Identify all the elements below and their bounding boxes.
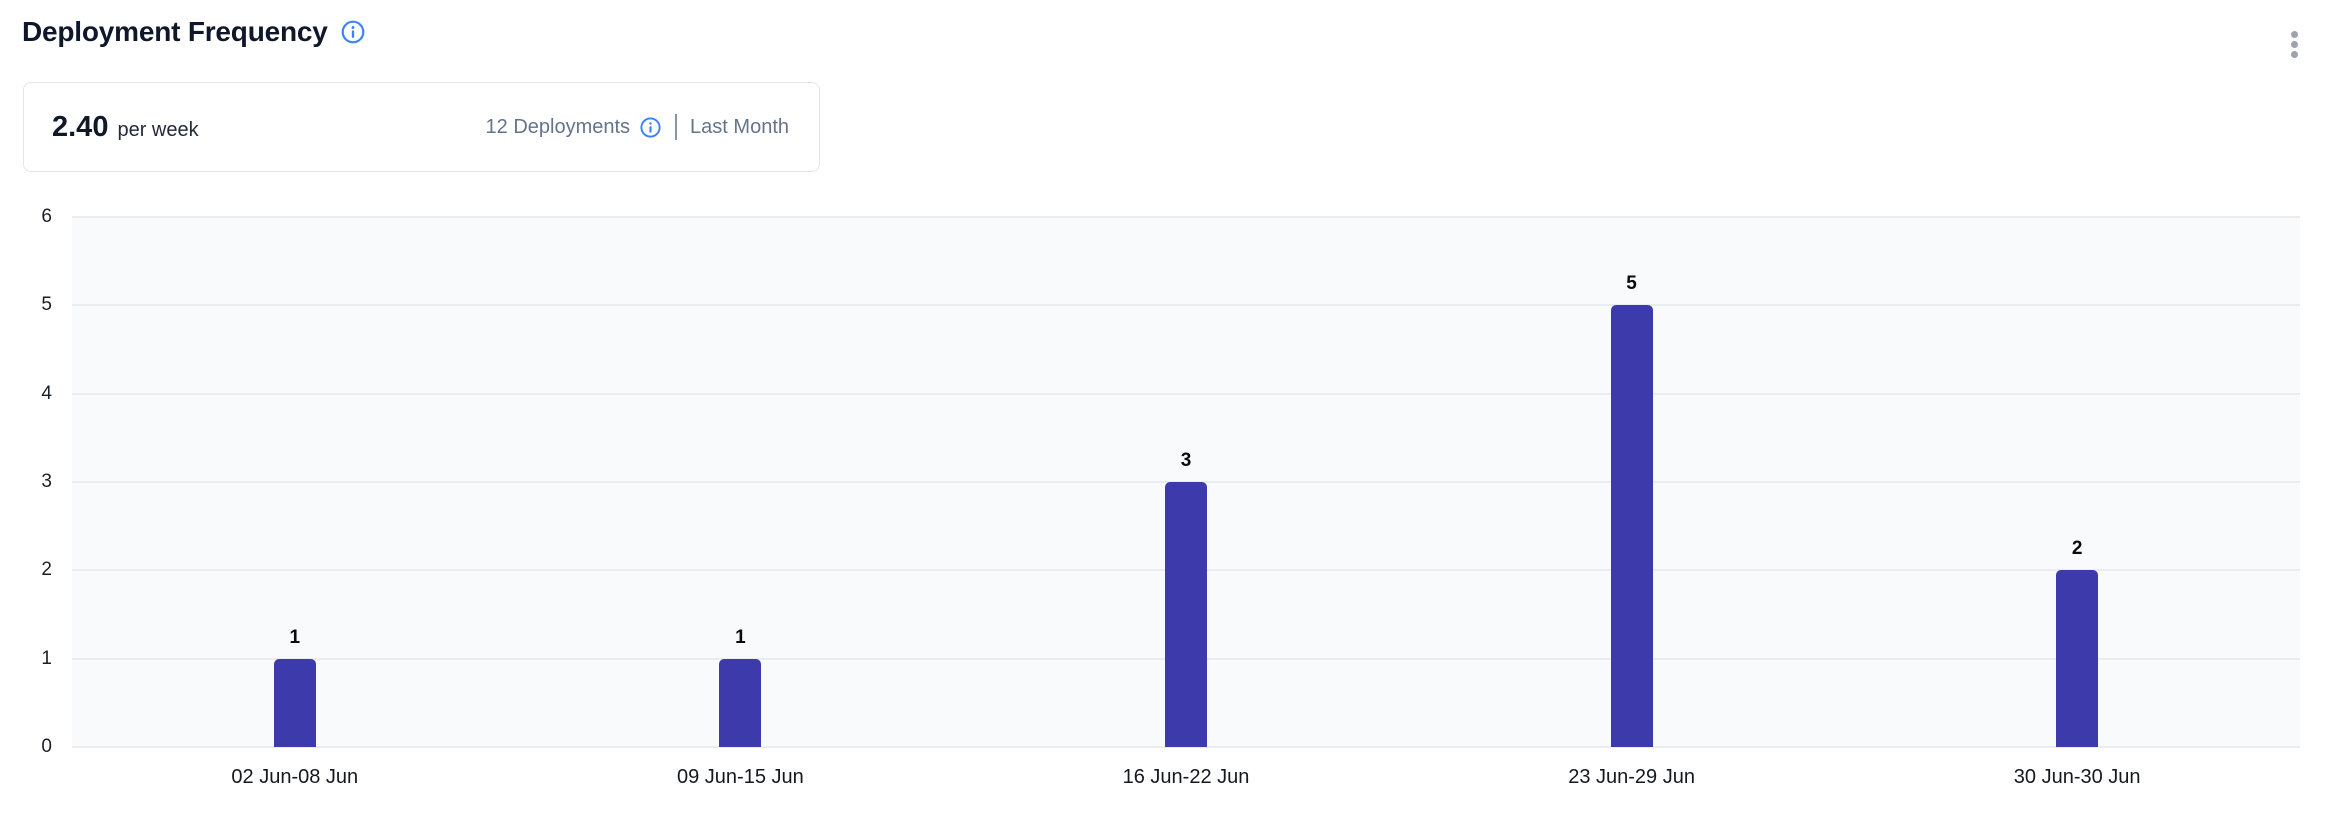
summary-card: 2.40 per week 12 Deployments Last Month — [23, 82, 820, 172]
bar-week-5[interactable] — [2056, 570, 2099, 747]
bar-value-label: 3 — [1180, 450, 1192, 471]
gridline-y5 — [72, 304, 2300, 307]
gridline-y4 — [72, 392, 2300, 395]
deployments-count-label: 12 Deployments — [485, 115, 631, 138]
bar-value-label: 1 — [289, 626, 301, 648]
info-icon[interactable] — [639, 116, 662, 139]
kebab-menu-icon[interactable] — [2287, 29, 2301, 60]
y-axis-tick-3: 3 — [41, 471, 52, 492]
metric-group: 2.40 per week — [52, 111, 199, 144]
x-axis-label: 23 Jun-29 Jun — [1568, 766, 1695, 788]
x-axis: 02 Jun-08 Jun 09 Jun-15 Jun 16 Jun-22 Jun 2… — [72, 766, 2300, 796]
y-axis-tick-2: 2 — [41, 559, 52, 581]
x-axis-label: 30 Jun-30 Jun — [2013, 766, 2141, 788]
y-axis-tick-0: 0 — [41, 736, 52, 757]
kebab-dot — [2290, 51, 2298, 58]
gridline-y6 — [72, 216, 2300, 218]
bar-week-3[interactable] — [1165, 482, 1207, 747]
metric-unit: per week — [117, 118, 199, 141]
info-icon[interactable] — [340, 19, 366, 45]
period-label: Last Month — [690, 115, 789, 138]
bar-value-label: 5 — [1626, 273, 1637, 295]
metric-value: 2.40 — [52, 110, 109, 143]
y-axis-tick-4: 4 — [41, 382, 52, 404]
bar-value-label: 1 — [735, 626, 746, 648]
plot-area: 1 1 3 5 2 — [72, 216, 2300, 748]
kebab-dot — [2290, 31, 2298, 38]
page-title: Deployment Frequency — [22, 16, 328, 47]
y-axis: 0 1 2 3 4 5 6 — [0, 206, 58, 757]
kebab-dot — [2290, 41, 2298, 48]
x-axis-label: 09 Jun-15 Jun — [677, 766, 804, 788]
y-axis-tick-1: 1 — [41, 647, 52, 669]
summary-meta: 12 Deployments Last Month — [486, 114, 789, 140]
bar-value-label: 2 — [2071, 538, 2083, 560]
bar-week-2[interactable] — [719, 658, 762, 747]
y-axis-tick-6: 6 — [41, 206, 52, 227]
bar-week-4[interactable] — [1610, 305, 1653, 747]
panel-header: Deployment Frequency — [22, 16, 366, 48]
divider — [675, 114, 678, 140]
gridline-y0 — [72, 746, 2300, 748]
x-axis-label: 02 Jun-08 Jun — [231, 766, 359, 788]
bar-week-1[interactable] — [273, 658, 316, 747]
x-axis-label: 16 Jun-22 Jun — [1122, 766, 1250, 788]
y-axis-tick-5: 5 — [41, 294, 52, 316]
